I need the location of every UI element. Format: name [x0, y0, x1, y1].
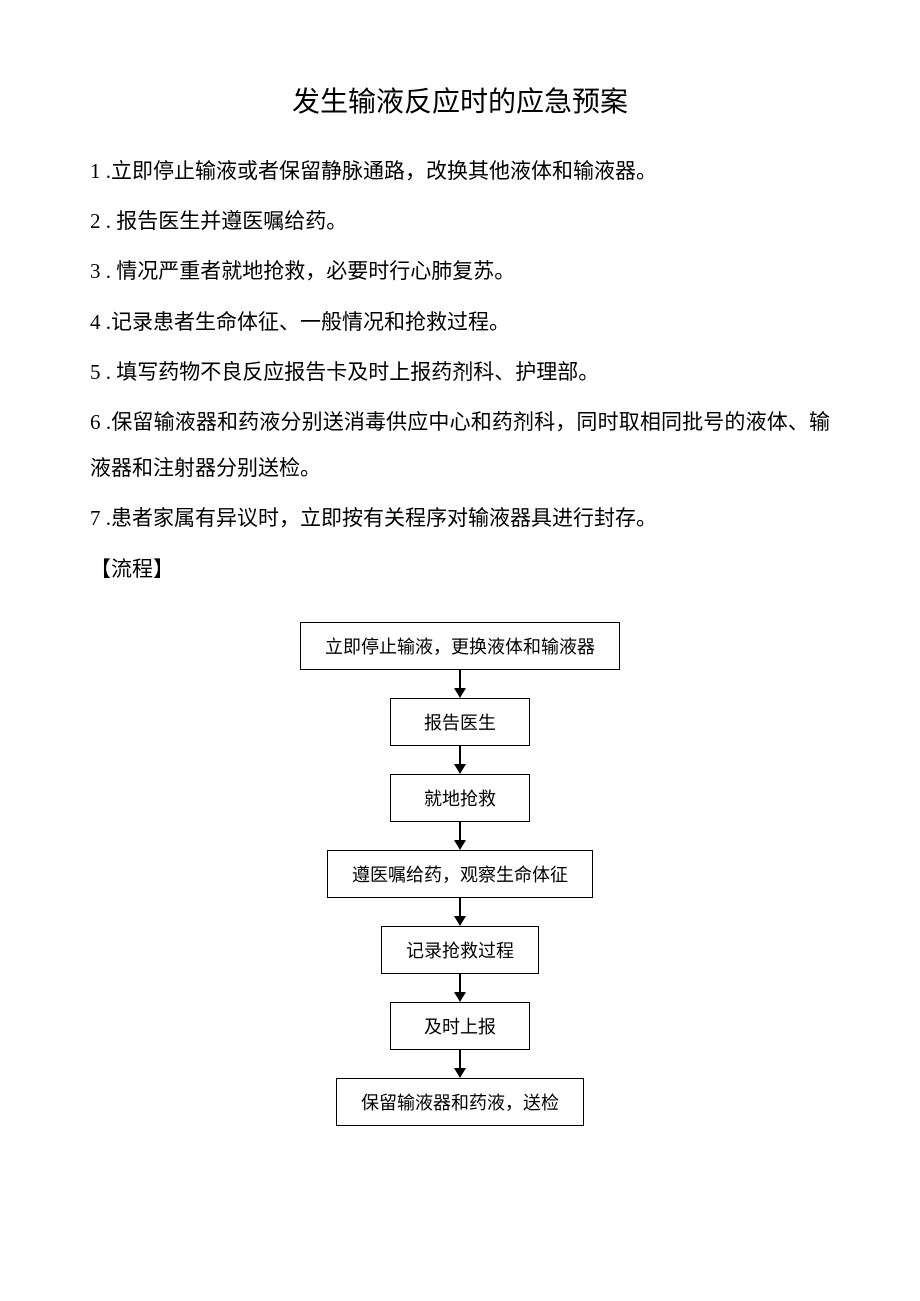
flowchart-node: 报告医生: [390, 698, 530, 746]
flowchart-arrow-icon: [454, 974, 466, 1002]
flowchart-node: 立即停止输液，更换液体和输液器: [300, 622, 620, 670]
flowchart-container: 立即停止输液，更换液体和输液器 报告医生 就地抢救 遵医嘱给药，观察生命体征 记…: [90, 622, 830, 1126]
list-item: 6 .保留输液器和药液分别送消毒供应中心和药剂科，同时取相同批号的液体、输液器和…: [90, 399, 830, 491]
flowchart-arrow-icon: [454, 1050, 466, 1078]
flowchart-section-label: 【流程】: [90, 546, 830, 592]
flowchart-arrow-icon: [454, 670, 466, 698]
flowchart-node: 保留输液器和药液，送检: [336, 1078, 584, 1126]
list-item: 2 . 报告医生并遵医嘱给药。: [90, 198, 830, 244]
list-item: 1 .立即停止输液或者保留静脉通路，改换其他液体和输液器。: [90, 148, 830, 194]
list-item: 5 . 填写药物不良反应报告卡及时上报药剂科、护理部。: [90, 349, 830, 395]
flowchart-arrow-icon: [454, 898, 466, 926]
flowchart-node: 记录抢救过程: [381, 926, 539, 974]
numbered-list: 1 .立即停止输液或者保留静脉通路，改换其他液体和输液器。 2 . 报告医生并遵…: [90, 148, 830, 542]
document-title: 发生输液反应时的应急预案: [90, 80, 830, 120]
flowchart-node: 及时上报: [390, 1002, 530, 1050]
list-item: 3 . 情况严重者就地抢救，必要时行心肺复苏。: [90, 248, 830, 294]
list-item: 7 .患者家属有异议时，立即按有关程序对输液器具进行封存。: [90, 495, 830, 541]
flowchart-node: 遵医嘱给药，观察生命体征: [327, 850, 593, 898]
flowchart-arrow-icon: [454, 822, 466, 850]
flowchart-arrow-icon: [454, 746, 466, 774]
list-item: 4 .记录患者生命体征、一般情况和抢救过程。: [90, 299, 830, 345]
flowchart-node: 就地抢救: [390, 774, 530, 822]
